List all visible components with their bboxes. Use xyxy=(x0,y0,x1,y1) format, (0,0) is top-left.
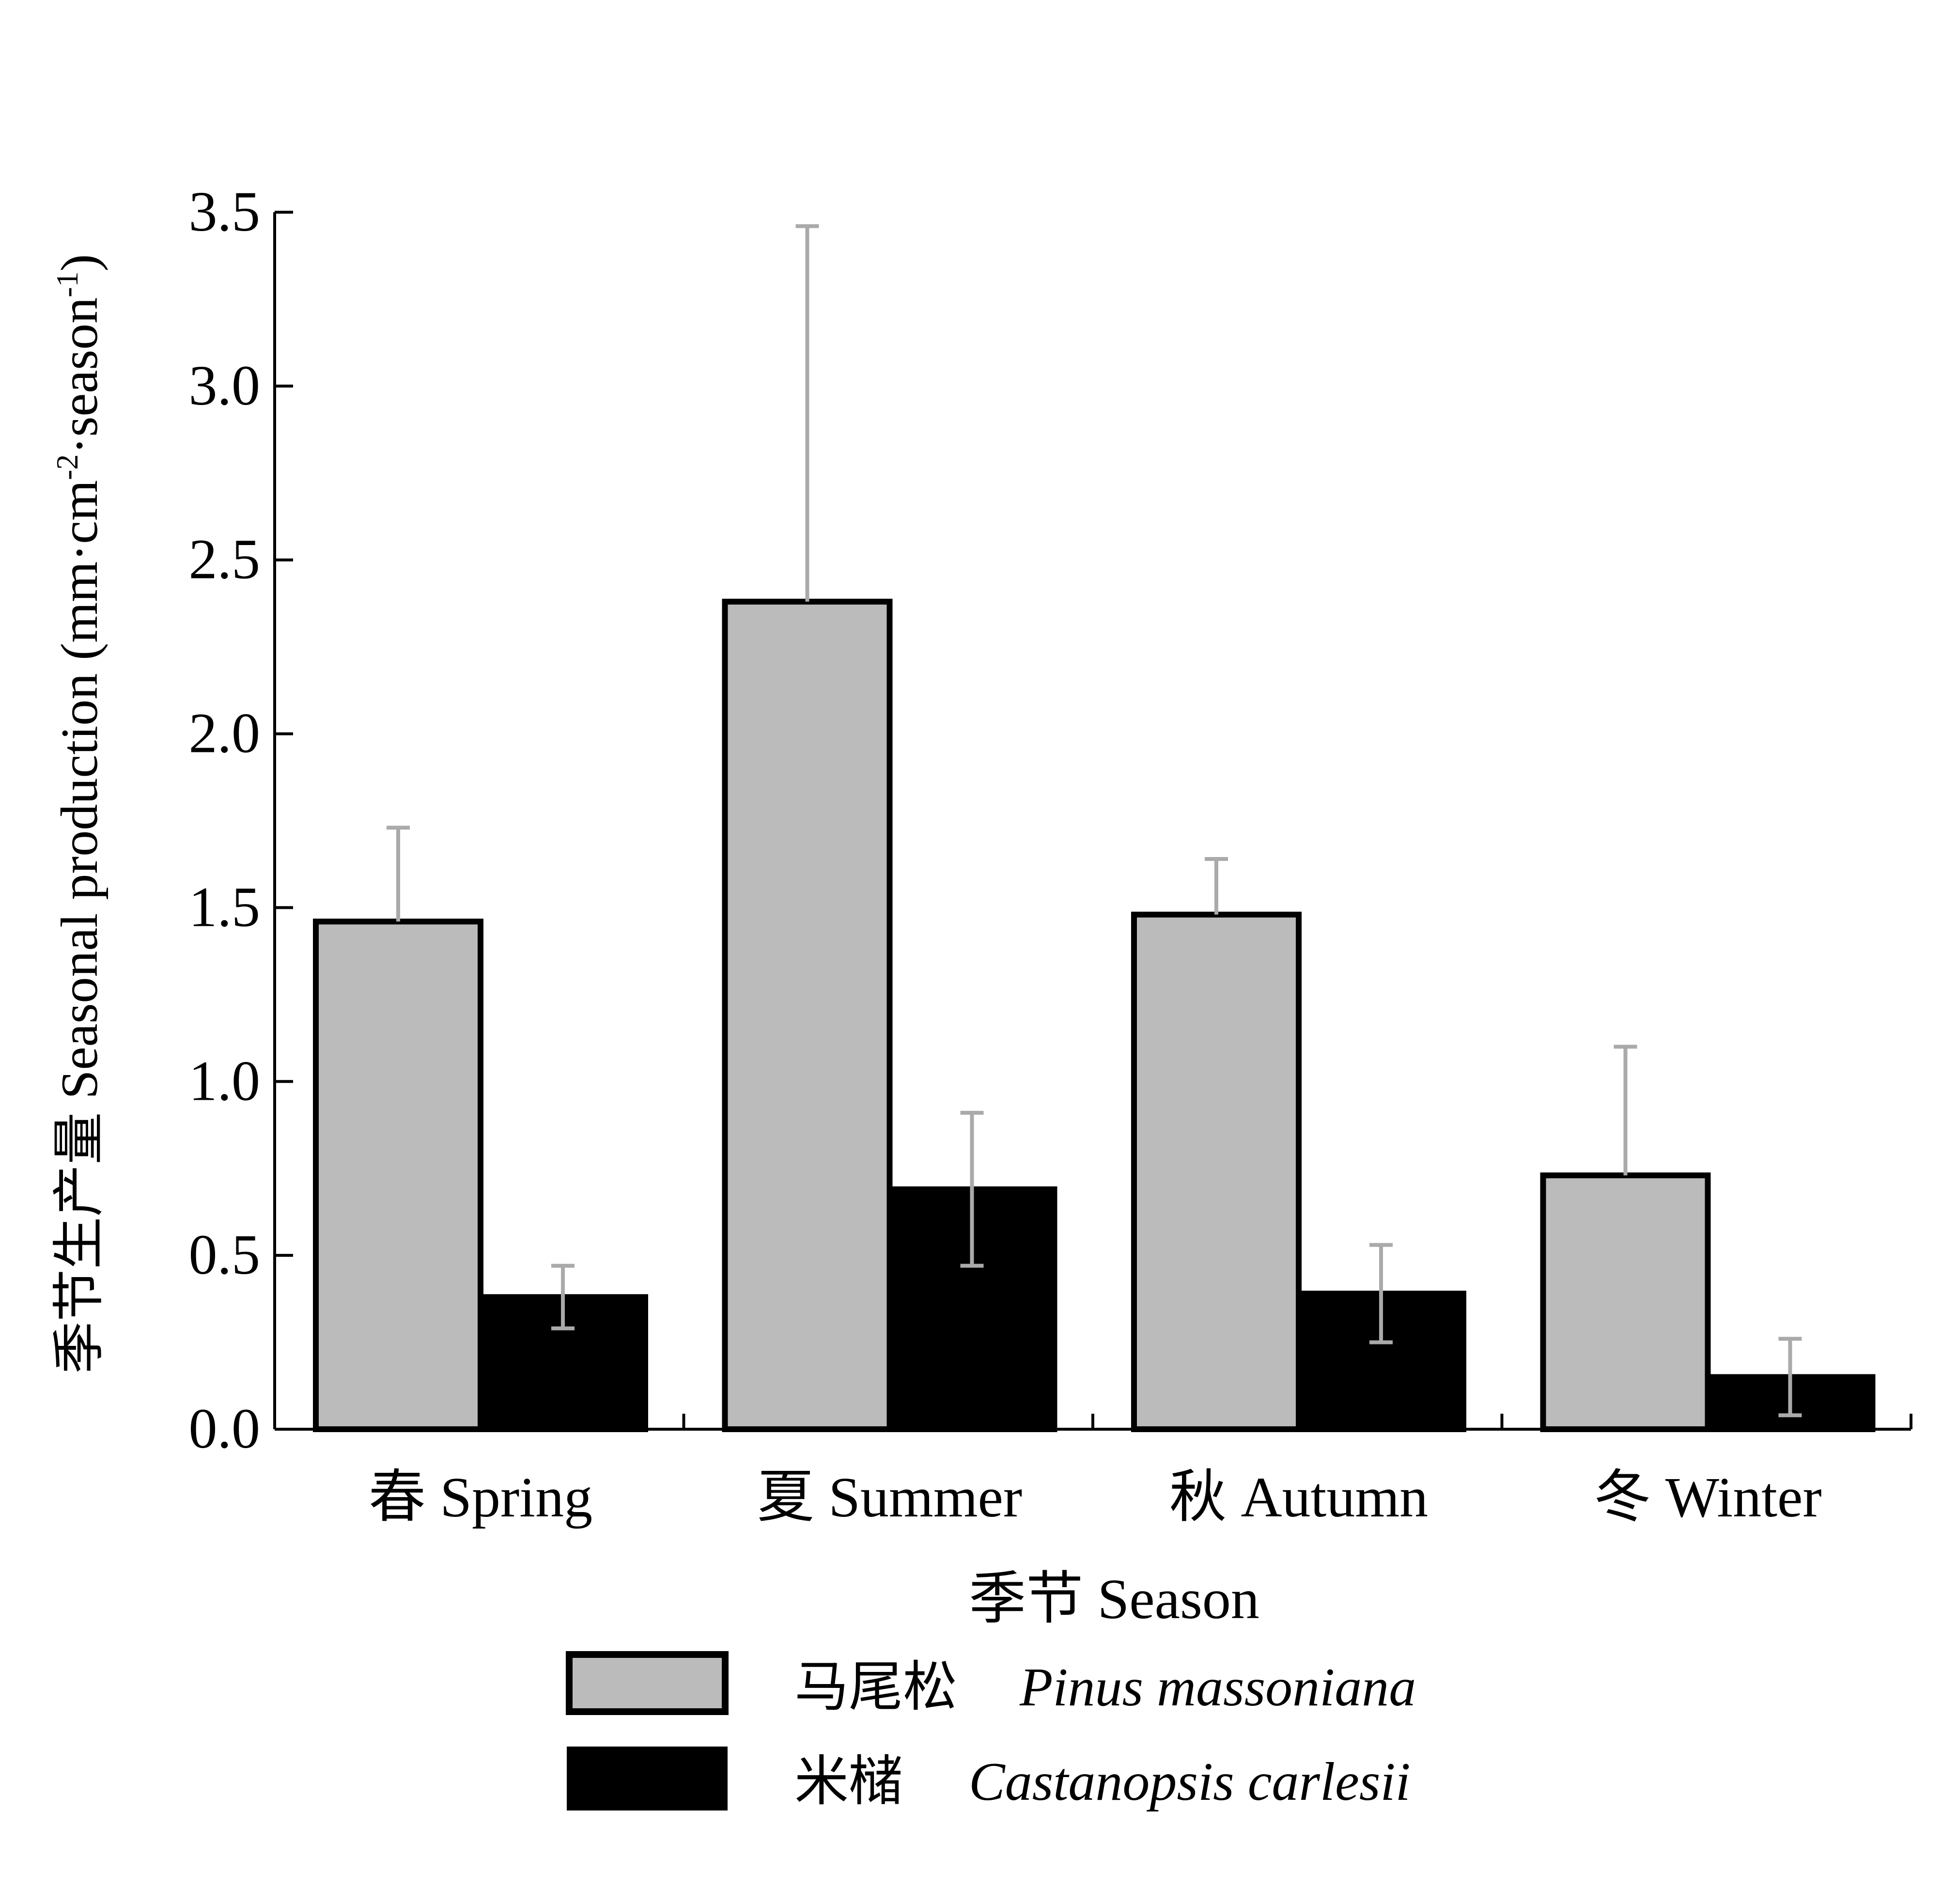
legend-swatch-pinus xyxy=(566,1651,729,1715)
y-tick-label-6: 3.0 xyxy=(189,354,261,417)
bar-pinus-0 xyxy=(313,919,483,1432)
legend-label-castanopsis-cn: 米槠 xyxy=(794,1752,903,1812)
legend: 马尾松 Pinus massoniana 米槠 Castanopsis carl… xyxy=(566,1651,1416,1812)
bar-pinus-3 xyxy=(1540,1172,1711,1433)
legend-swatch-castanopsis xyxy=(567,1747,728,1810)
bar-pinus-1 xyxy=(722,598,893,1432)
y-tick-label-7: 3.5 xyxy=(189,180,261,243)
y-tick-label-0: 0.0 xyxy=(189,1397,261,1460)
y-tick-label-3: 1.5 xyxy=(189,875,261,938)
labels-layer: 春 Spring 夏 Summer 秋 Autumn 冬 Winter 0.0 0.5 1.… xyxy=(189,180,1822,1529)
legend-label-pinus: Pinus massoniana xyxy=(1019,1657,1416,1717)
error-bars-layer xyxy=(387,224,1802,1418)
bar-pinus-2 xyxy=(1131,911,1302,1432)
x-axis-label: 季节 Season xyxy=(969,1567,1259,1631)
legend-label-pinus-cn: 马尾松 xyxy=(794,1657,957,1717)
y-tick-label-4: 2.0 xyxy=(189,702,261,765)
x-tick-label-0: 春 Spring xyxy=(369,1466,592,1529)
x-tick-label-3: 冬 Winter xyxy=(1594,1466,1821,1529)
y-axis-label: 季节生产量 Seasonal production (mm·cm-2·seaso… xyxy=(50,254,109,1373)
y-tick-label-5: 2.5 xyxy=(189,528,261,591)
legend-label-castanopsis: Castanopsis carlesii xyxy=(969,1752,1411,1812)
x-tick-label-2: 秋 Autumn xyxy=(1169,1466,1428,1529)
bars-layer xyxy=(313,598,1876,1433)
y-tick-label-1: 0.5 xyxy=(189,1223,261,1286)
x-tick-label-1: 夏 Summer xyxy=(757,1466,1022,1529)
axes-layer xyxy=(273,211,1912,1431)
y-tick-label-2: 1.0 xyxy=(189,1049,261,1112)
